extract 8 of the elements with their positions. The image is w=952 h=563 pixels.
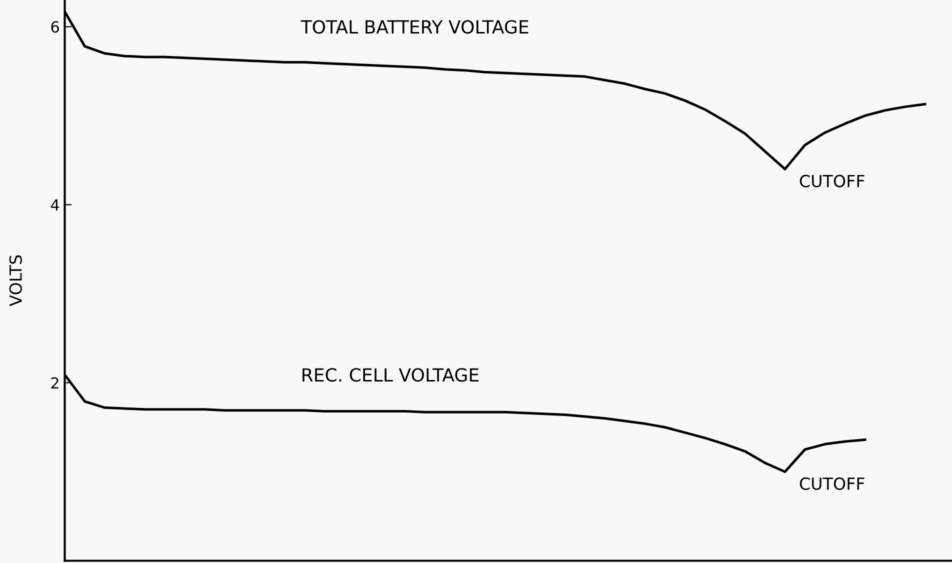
annotation: CUTOFF xyxy=(800,174,864,188)
y-tick-label: 6 xyxy=(51,21,59,33)
y-tick-label: 2 xyxy=(51,377,58,389)
series-label: TOTAL BATTERY VOLTAGE xyxy=(300,20,528,34)
series-label: REC. CELL VOLTAGE xyxy=(302,368,478,382)
y-axis-title: VOLTS xyxy=(9,255,22,306)
annotation: CUTOFF xyxy=(800,477,864,490)
y-tick-label: 4 xyxy=(50,199,60,211)
